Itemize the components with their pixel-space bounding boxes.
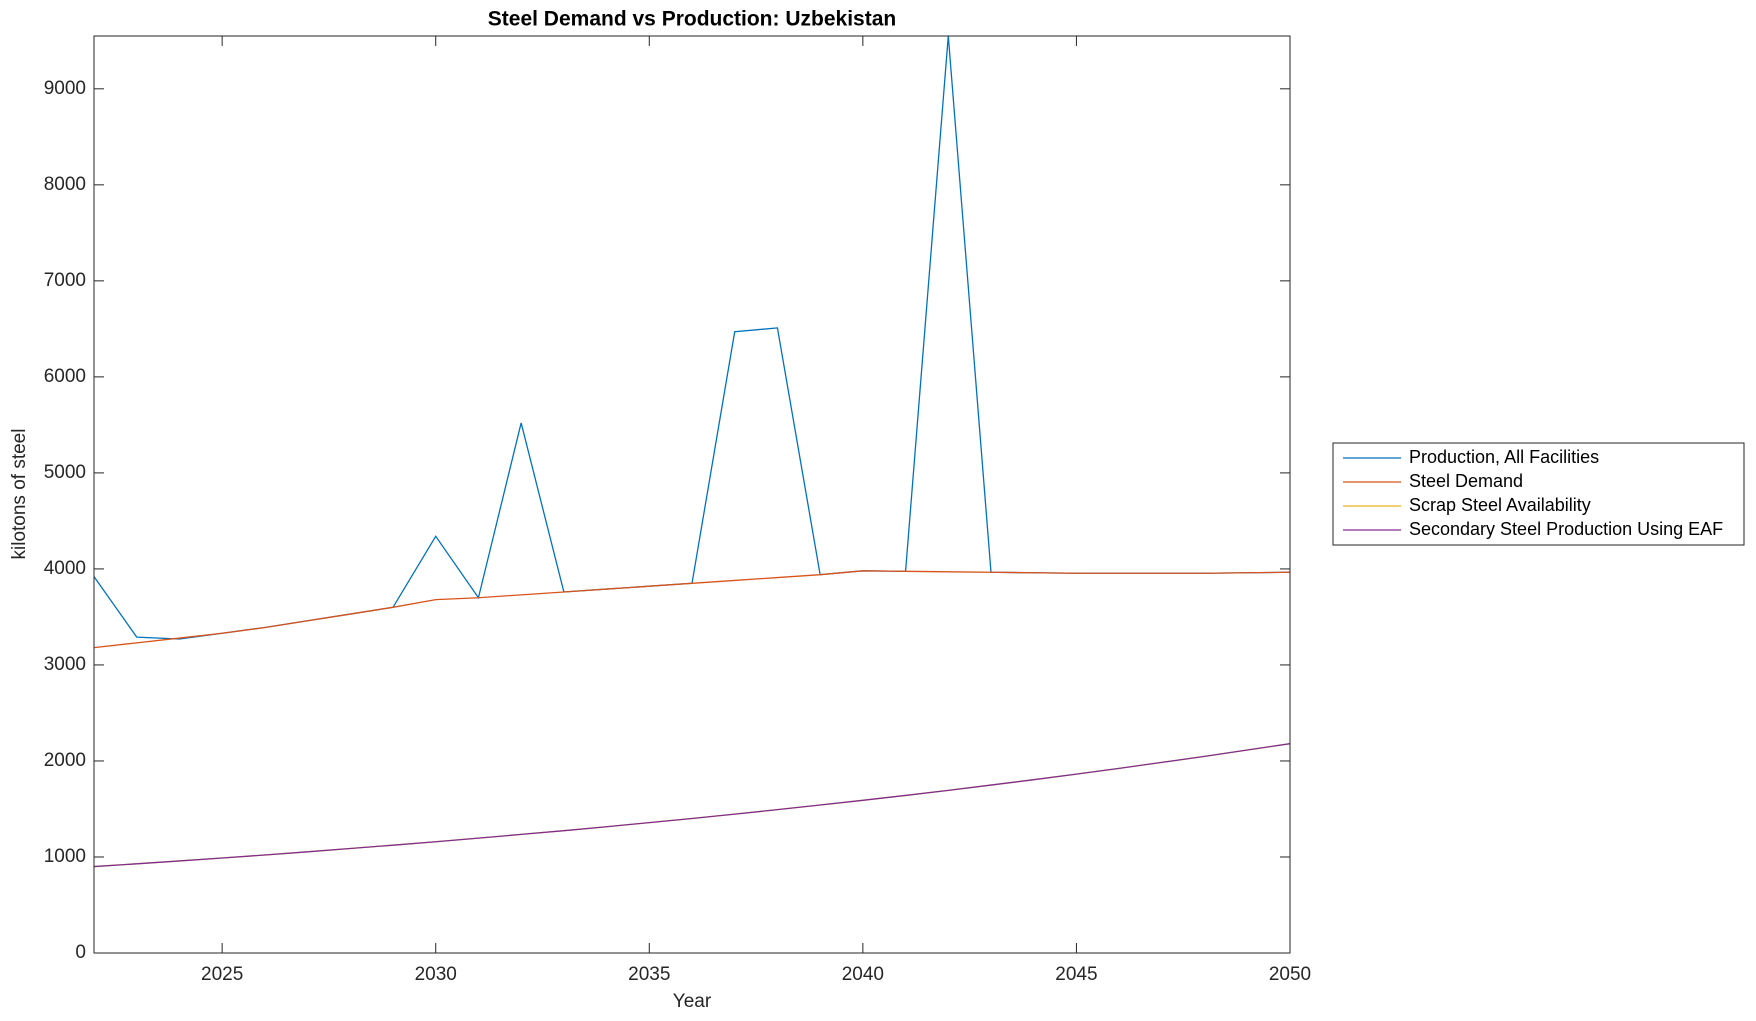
line <box>93 35 1291 640</box>
x-tick-label: 2025 <box>201 964 243 985</box>
x-tick-label: 2040 <box>842 964 884 985</box>
x-tick-label: 2050 <box>1269 964 1311 985</box>
y-axis-label: kilotons of steel <box>9 429 30 560</box>
y-tick-label: 2000 <box>44 750 86 771</box>
y-tick-label: 9000 <box>44 78 86 99</box>
y-tick-label: 8000 <box>44 174 86 195</box>
line <box>93 743 1291 868</box>
chart-title: Steel Demand vs Production: Uzbekistan <box>488 8 896 31</box>
line <box>93 743 1291 868</box>
legend-label: Steel Demand <box>1409 471 1523 491</box>
x-tick-label: 2035 <box>628 964 670 985</box>
plot-frame <box>93 35 1291 954</box>
legend-label: Production, All Facilities <box>1409 447 1599 467</box>
y-tick-label: 5000 <box>44 462 86 483</box>
y-tick-label: 0 <box>75 942 86 963</box>
y-tick-label: 1000 <box>44 846 86 867</box>
x-tick-label: 2045 <box>1055 964 1097 985</box>
y-tick-label: 6000 <box>44 366 86 387</box>
y-tick-label: 4000 <box>44 558 86 579</box>
x-tick-label: 2030 <box>415 964 457 985</box>
legend-label: Secondary Steel Production Using EAF <box>1409 519 1723 539</box>
legend-box <box>1332 442 1745 546</box>
y-tick-label: 7000 <box>44 270 86 291</box>
x-axis-label: Year <box>673 991 712 1012</box>
line <box>93 570 1291 649</box>
y-tick-label: 3000 <box>44 654 86 675</box>
legend-label: Scrap Steel Availability <box>1409 495 1591 515</box>
